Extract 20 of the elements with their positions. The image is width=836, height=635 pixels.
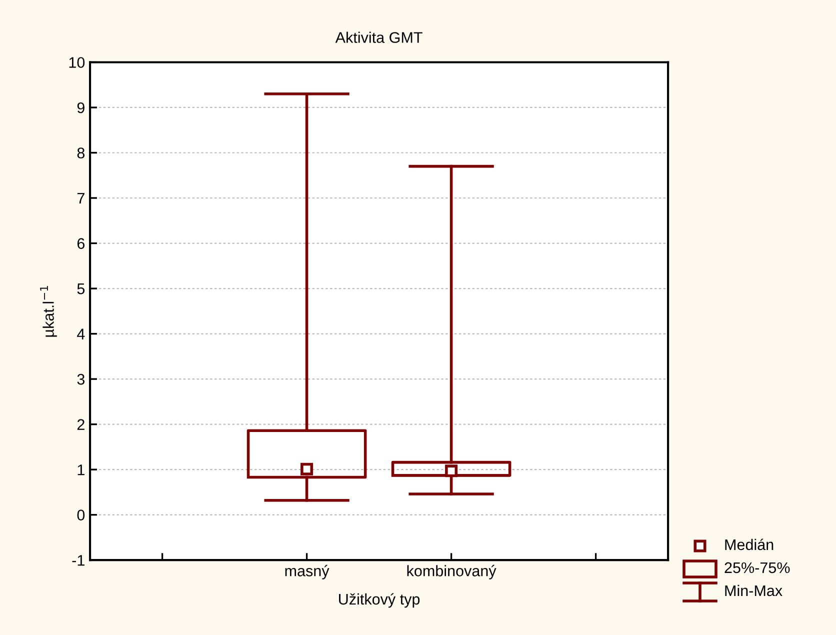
y-tick-label: 6 bbox=[77, 238, 85, 249]
y-tick-label: 3 bbox=[77, 374, 85, 385]
x-tick-label: kombinovaný bbox=[407, 564, 496, 580]
text: Medián bbox=[725, 538, 774, 550]
y-tick-label: 4 bbox=[77, 328, 85, 340]
y-tick-label: 7 bbox=[77, 193, 84, 204]
y-tick-label: 8 bbox=[77, 148, 85, 158]
x-tick-label: masný bbox=[285, 564, 330, 580]
text: Min-Max bbox=[725, 584, 782, 596]
y-axis-title: µkat.l$^{−1}$ bbox=[40, 286, 57, 337]
y-tick-label: -1 bbox=[72, 555, 84, 566]
text: 25%-75% bbox=[724, 562, 790, 574]
y-tick-label: 1 bbox=[78, 464, 84, 476]
y-tick-label: 2 bbox=[77, 419, 84, 430]
y-tick-label: 9 bbox=[77, 102, 84, 114]
y-tick-label: 5 bbox=[77, 284, 85, 294]
y-tick-label: 10 bbox=[69, 57, 85, 68]
chart-title: Aktivita GMT bbox=[335, 32, 422, 43]
x-axis-title: Užitkový typ bbox=[339, 593, 420, 608]
y-tick-label: 0 bbox=[77, 510, 85, 520]
